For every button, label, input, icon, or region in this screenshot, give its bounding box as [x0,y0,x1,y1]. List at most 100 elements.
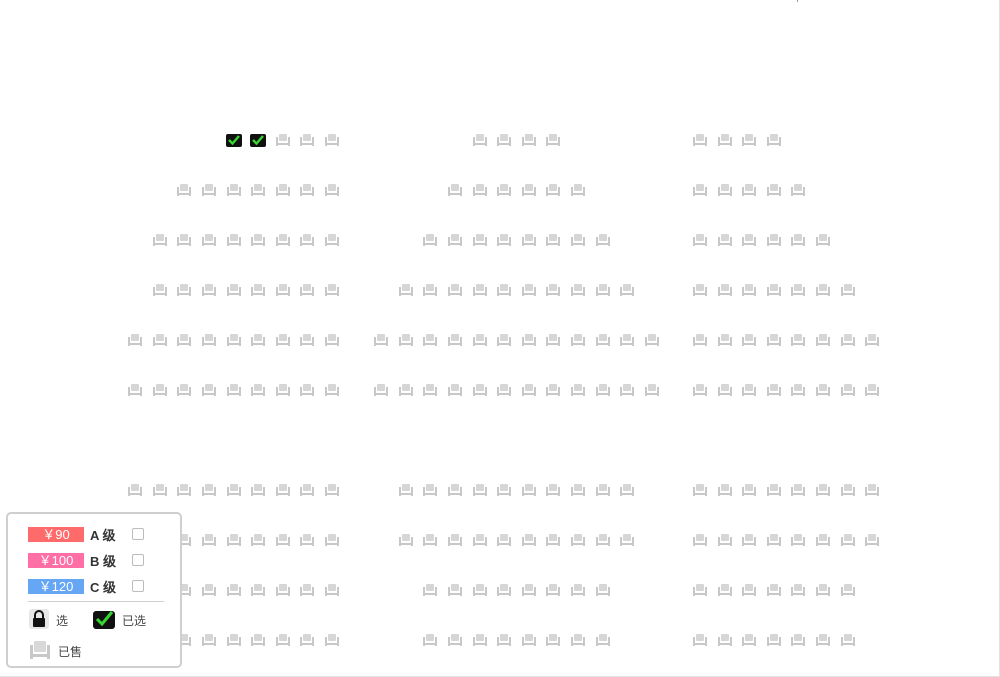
seat-sold[interactable] [545,133,561,147]
seat-sold[interactable] [840,583,856,597]
seat-sold[interactable] [692,333,708,347]
seat-sold[interactable] [619,383,635,397]
grade-a-checkbox[interactable] [132,528,144,540]
seat-sold[interactable] [127,483,143,497]
seat-sold[interactable] [766,233,782,247]
seat-sold[interactable] [472,183,488,197]
seat-sold[interactable] [373,333,389,347]
seat-sold[interactable] [422,583,438,597]
seat-sold[interactable] [790,183,806,197]
seat-sold[interactable] [299,233,315,247]
seat-sold[interactable] [619,533,635,547]
seat-sold[interactable] [570,383,586,397]
seat-sold[interactable] [226,283,242,297]
seat-sold[interactable] [299,333,315,347]
seat-sold[interactable] [324,383,340,397]
seat-sold[interactable] [496,333,512,347]
seat-sold[interactable] [127,383,143,397]
seat-sold[interactable] [226,183,242,197]
seat-sold[interactable] [521,133,537,147]
seat-sold[interactable] [324,133,340,147]
seat-sold[interactable] [692,633,708,647]
seat-sold[interactable] [717,183,733,197]
seat-sold[interactable] [741,333,757,347]
seat-sold[interactable] [447,383,463,397]
seat-sold[interactable] [275,283,291,297]
seat-sold[interactable] [472,333,488,347]
seat-sold[interactable] [741,483,757,497]
seat-sold[interactable] [250,633,266,647]
seat-sold[interactable] [472,383,488,397]
seat-sold[interactable] [815,483,831,497]
seat-sold[interactable] [447,533,463,547]
seat-sold[interactable] [201,183,217,197]
seat-sold[interactable] [226,533,242,547]
seat-sold[interactable] [741,233,757,247]
seat-sold[interactable] [766,283,782,297]
seat-sold[interactable] [152,383,168,397]
seat-sold[interactable] [201,483,217,497]
seat-sold[interactable] [472,533,488,547]
seat-sold[interactable] [790,483,806,497]
seat-sold[interactable] [717,233,733,247]
seat-sold[interactable] [815,533,831,547]
seat-sold[interactable] [521,383,537,397]
seat-sold[interactable] [766,533,782,547]
seat-sold[interactable] [447,233,463,247]
seat-sold[interactable] [717,633,733,647]
seat-sold[interactable] [324,583,340,597]
seat-sold[interactable] [840,333,856,347]
seat-sold[interactable] [545,333,561,347]
seat-sold[interactable] [472,633,488,647]
seat-sold[interactable] [692,583,708,597]
seat-sold[interactable] [472,283,488,297]
seat-sold[interactable] [766,183,782,197]
seat-sold[interactable] [595,533,611,547]
seat-sold[interactable] [595,633,611,647]
seat-sold[interactable] [545,483,561,497]
seat-sold[interactable] [595,283,611,297]
seat-sold[interactable] [324,533,340,547]
seat-sold[interactable] [422,633,438,647]
seat-sold[interactable] [496,483,512,497]
seat-sold[interactable] [521,283,537,297]
seat-sold[interactable] [275,333,291,347]
seat-sold[interactable] [250,583,266,597]
seat-sold[interactable] [692,133,708,147]
seat-sold[interactable] [496,583,512,597]
seat-sold[interactable] [619,283,635,297]
seat-sold[interactable] [717,283,733,297]
seat-sold[interactable] [545,183,561,197]
seat-sold[interactable] [864,383,880,397]
seat-sold[interactable] [176,233,192,247]
seat-sold[interactable] [398,533,414,547]
seat-sold[interactable] [275,233,291,247]
seat-sold[interactable] [570,233,586,247]
seat-sold[interactable] [864,533,880,547]
seat-sold[interactable] [545,283,561,297]
seat-sold[interactable] [595,233,611,247]
seat-sold[interactable] [692,233,708,247]
seat-sold[interactable] [398,383,414,397]
seat-sold[interactable] [644,333,660,347]
seat-sold[interactable] [521,483,537,497]
seat-sold[interactable] [201,533,217,547]
seat-sold[interactable] [299,583,315,597]
seat-sold[interactable] [619,483,635,497]
seat-sold[interactable] [250,183,266,197]
seat-sold[interactable] [127,333,143,347]
seat-sold[interactable] [226,583,242,597]
seat-sold[interactable] [275,483,291,497]
seat-sold[interactable] [692,483,708,497]
seat-sold[interactable] [766,133,782,147]
seat-sold[interactable] [496,183,512,197]
seat-sold[interactable] [226,483,242,497]
seat-sold[interactable] [324,183,340,197]
seat-sold[interactable] [226,383,242,397]
seat-sold[interactable] [790,583,806,597]
seat-sold[interactable] [790,283,806,297]
seat-sold[interactable] [815,333,831,347]
seat-sold[interactable] [864,333,880,347]
seat-sold[interactable] [176,333,192,347]
seat-sold[interactable] [275,633,291,647]
